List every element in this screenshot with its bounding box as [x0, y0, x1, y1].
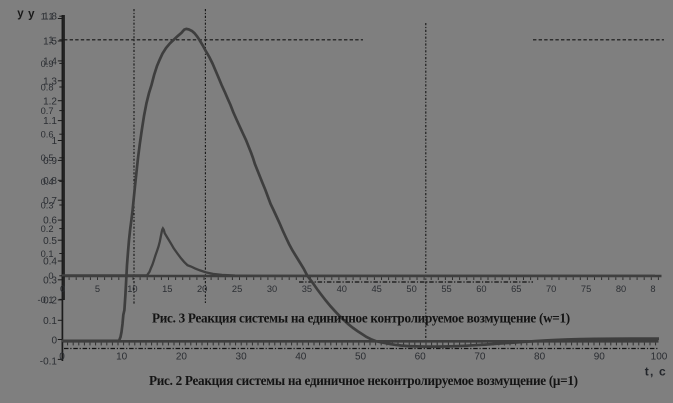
svg-text:0.4: 0.4 — [41, 177, 54, 187]
svg-text:0.1: 0.1 — [43, 316, 57, 327]
svg-text:1.1: 1.1 — [43, 116, 57, 127]
svg-text:90: 90 — [594, 351, 606, 362]
svg-text:80: 80 — [534, 351, 546, 362]
svg-text:1.8: 1.8 — [43, 12, 57, 23]
svg-text:0.7: 0.7 — [43, 196, 57, 207]
svg-text:1.2: 1.2 — [43, 96, 57, 107]
svg-text:60: 60 — [415, 351, 427, 362]
svg-text:0.4: 0.4 — [43, 257, 57, 268]
svg-text:0: 0 — [48, 271, 53, 281]
svg-text:0.6: 0.6 — [43, 216, 57, 227]
svg-text:40: 40 — [295, 351, 307, 362]
svg-text:1.5: 1.5 — [43, 37, 57, 48]
svg-text:0.8: 0.8 — [43, 176, 57, 187]
svg-text:1.3: 1.3 — [43, 76, 57, 87]
svg-text:100: 100 — [651, 351, 668, 362]
svg-text:Рис. 3 Реакция системы на един: Рис. 3 Реакция системы на единичное конт… — [152, 311, 570, 326]
svg-text:8: 8 — [650, 284, 655, 294]
svg-text:60: 60 — [476, 284, 486, 294]
svg-text:y: y — [17, 8, 24, 20]
svg-text:0.3: 0.3 — [43, 275, 57, 286]
svg-text:0.5: 0.5 — [43, 236, 57, 247]
svg-text:1.4: 1.4 — [43, 57, 57, 68]
svg-text:30: 30 — [267, 284, 277, 294]
svg-text:10: 10 — [127, 284, 137, 294]
svg-text:40: 40 — [337, 284, 347, 294]
svg-text:1.1: 1.1 — [41, 12, 54, 22]
svg-text:0.2: 0.2 — [43, 296, 57, 307]
svg-text:65: 65 — [511, 284, 521, 294]
svg-text:0.9: 0.9 — [43, 156, 57, 167]
svg-text:70: 70 — [474, 351, 486, 362]
svg-text:35: 35 — [302, 284, 312, 294]
svg-text:5: 5 — [95, 284, 100, 294]
svg-text:10: 10 — [116, 351, 128, 362]
svg-text:0.3: 0.3 — [41, 200, 54, 210]
svg-text:80: 80 — [616, 284, 626, 294]
svg-text:1: 1 — [48, 35, 53, 45]
svg-text:0: 0 — [59, 351, 65, 362]
svg-text:20: 20 — [176, 351, 188, 362]
svg-text:0.9: 0.9 — [41, 59, 54, 69]
svg-text:0: 0 — [51, 336, 57, 347]
svg-text:Рис. 2 Реакция системы на един: Рис. 2 Реакция системы на единичное неко… — [149, 373, 578, 388]
svg-text:0.5: 0.5 — [41, 153, 54, 163]
svg-text:0.6: 0.6 — [41, 130, 54, 140]
svg-text:0.7: 0.7 — [41, 106, 54, 116]
svg-text:70: 70 — [546, 284, 556, 294]
svg-text:50: 50 — [406, 284, 416, 294]
svg-text:55: 55 — [441, 284, 451, 294]
svg-text:75: 75 — [581, 284, 591, 294]
svg-text:45: 45 — [372, 284, 382, 294]
svg-text:20: 20 — [197, 284, 207, 294]
svg-text:0.1: 0.1 — [41, 249, 54, 259]
svg-text:50: 50 — [355, 351, 367, 362]
svg-text:0.2: 0.2 — [41, 224, 54, 234]
svg-text:-0.1: -0.1 — [40, 357, 58, 368]
svg-text:30: 30 — [236, 351, 248, 362]
svg-text:-0.1: -0.1 — [37, 295, 53, 305]
svg-text:0.8: 0.8 — [41, 82, 54, 92]
svg-text:1: 1 — [51, 136, 57, 147]
svg-text:t, c: t, c — [645, 365, 667, 379]
svg-text:15: 15 — [162, 284, 172, 294]
svg-text:25: 25 — [232, 284, 242, 294]
svg-text:0: 0 — [60, 284, 65, 294]
svg-text:y: y — [28, 8, 35, 20]
